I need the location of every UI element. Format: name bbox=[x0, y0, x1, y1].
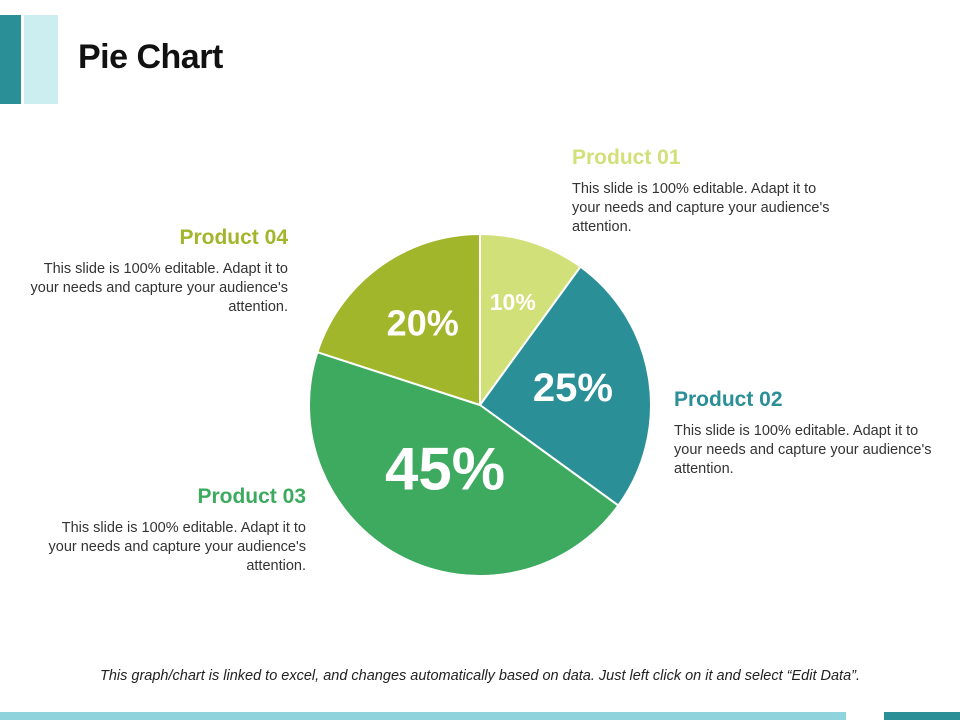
product-03-block: Product 03 This slide is 100% editable. … bbox=[46, 485, 307, 576]
product-01-heading: Product 01 bbox=[572, 146, 681, 169]
product-02-block: Product 02 This slide is 100% editable. … bbox=[674, 388, 934, 479]
accent-bar-light bbox=[24, 15, 58, 104]
product-01-block: Product 01 This slide is 100% editable. … bbox=[572, 146, 832, 237]
product-03-heading: Product 03 bbox=[197, 485, 306, 508]
bottom-bar-dark bbox=[884, 712, 960, 720]
product-02-description: This slide is 100% editable. Adapt it to… bbox=[674, 423, 932, 477]
bottom-bar-light bbox=[0, 712, 846, 720]
pie-slice-1 bbox=[479, 232, 582, 409]
pie-slice-4 bbox=[316, 232, 481, 407]
footer-note: This graph/chart is linked to excel, and… bbox=[99, 668, 861, 684]
pie-slice-3 bbox=[307, 350, 620, 578]
pie-slice-label-4: 20% bbox=[387, 303, 459, 344]
pie-slice-2 bbox=[478, 265, 652, 507]
pie-slice-label-1: 10% bbox=[490, 289, 536, 315]
product-04-block: Product 04 This slide is 100% editable. … bbox=[28, 226, 289, 317]
product-04-description: This slide is 100% editable. Adapt it to… bbox=[30, 261, 289, 315]
page-title: Pie Chart bbox=[78, 38, 223, 76]
product-03-description: This slide is 100% editable. Adapt it to… bbox=[48, 520, 307, 574]
product-04-heading: Product 04 bbox=[179, 226, 288, 249]
product-01-description: This slide is 100% editable. Adapt it to… bbox=[572, 181, 830, 235]
pie-slice-label-2: 25% bbox=[533, 366, 613, 410]
accent-bar-dark bbox=[0, 15, 21, 104]
pie-slice-label-3: 45% bbox=[385, 435, 505, 502]
product-02-heading: Product 02 bbox=[674, 388, 783, 411]
